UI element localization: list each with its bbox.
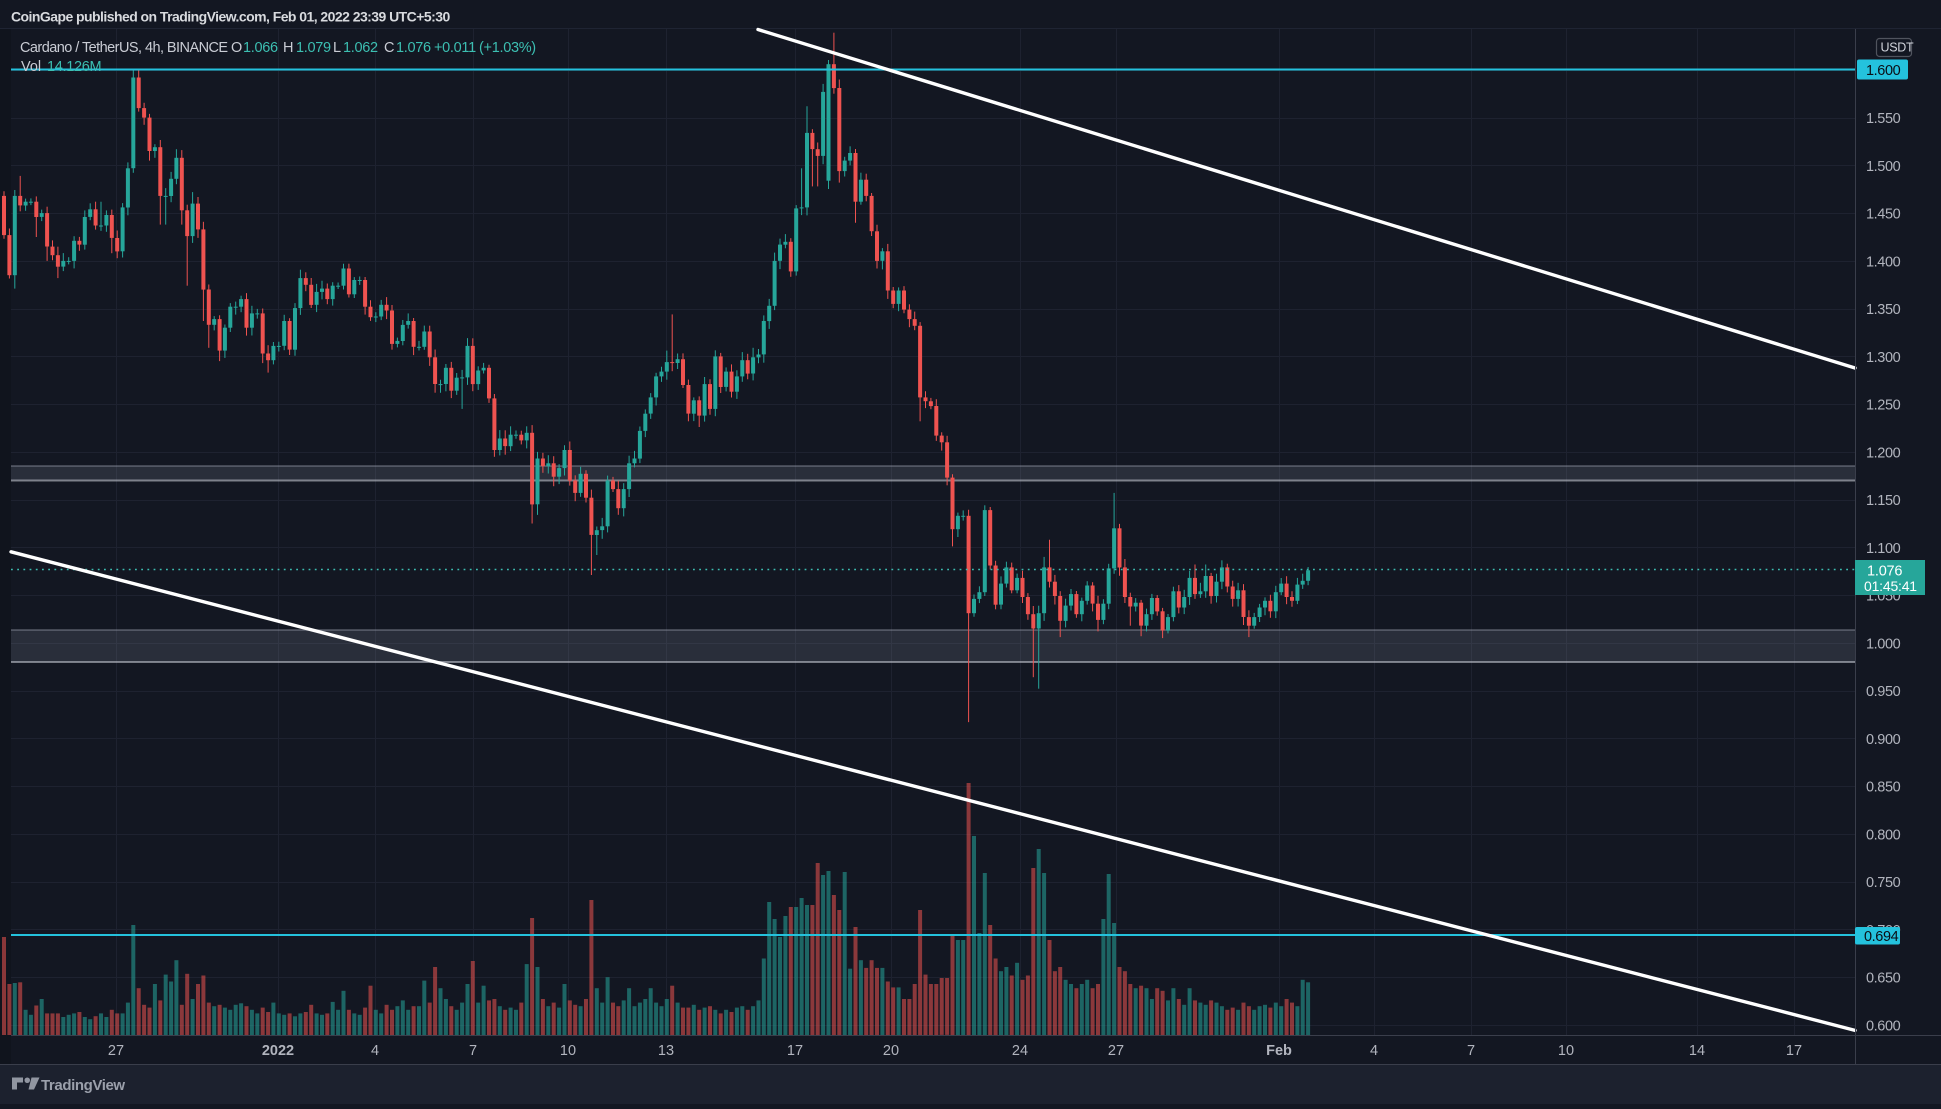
svg-text:2022: 2022 — [262, 1043, 294, 1059]
svg-text:1.200: 1.200 — [1866, 445, 1901, 461]
svg-text:1.450: 1.450 — [1866, 207, 1901, 223]
svg-text:0.750: 0.750 — [1866, 875, 1901, 891]
svg-text:Feb: Feb — [1266, 1043, 1292, 1059]
svg-text:O: O — [231, 40, 242, 56]
svg-text:1.100: 1.100 — [1866, 541, 1901, 557]
svg-text:7: 7 — [469, 1043, 477, 1059]
svg-text:13: 13 — [658, 1043, 674, 1059]
svg-text:Cardano / TetherUS, 4h, BINANC: Cardano / TetherUS, 4h, BINANCE — [20, 40, 228, 56]
svg-text:01:45:41: 01:45:41 — [1864, 578, 1917, 594]
svg-text:C: C — [384, 40, 394, 56]
svg-text:0.950: 0.950 — [1866, 684, 1901, 700]
svg-text:1.600: 1.600 — [1866, 63, 1901, 79]
svg-text:10: 10 — [560, 1043, 576, 1059]
svg-text:1.062: 1.062 — [343, 40, 378, 56]
svg-text:4: 4 — [1370, 1043, 1378, 1059]
svg-text:1.350: 1.350 — [1866, 302, 1901, 318]
svg-text:14: 14 — [1689, 1043, 1705, 1059]
svg-text:(+1.03%): (+1.03%) — [479, 40, 536, 56]
svg-text:0.694: 0.694 — [1864, 929, 1899, 945]
svg-text:CoinGape published on TradingV: CoinGape published on TradingView.com, F… — [11, 9, 450, 25]
svg-text:0.900: 0.900 — [1866, 732, 1901, 748]
svg-text:1.076: 1.076 — [1867, 564, 1902, 580]
svg-text:USDT: USDT — [1881, 41, 1914, 55]
svg-text:1.400: 1.400 — [1866, 254, 1901, 270]
svg-text:1.500: 1.500 — [1866, 159, 1901, 175]
svg-text:1.550: 1.550 — [1866, 111, 1901, 127]
svg-text:0.800: 0.800 — [1866, 827, 1901, 843]
svg-text:27: 27 — [108, 1043, 124, 1059]
svg-text:24: 24 — [1012, 1043, 1028, 1059]
svg-text:20: 20 — [883, 1043, 899, 1059]
svg-text:+0.011: +0.011 — [434, 40, 476, 56]
svg-text:TradingView: TradingView — [41, 1077, 125, 1094]
svg-text:7: 7 — [1467, 1043, 1475, 1059]
svg-text:1.079: 1.079 — [296, 40, 331, 56]
svg-text:14.126M: 14.126M — [47, 59, 101, 75]
svg-text:27: 27 — [1108, 1043, 1124, 1059]
svg-text:1.300: 1.300 — [1866, 350, 1901, 366]
svg-text:10: 10 — [1558, 1043, 1574, 1059]
svg-text:1.250: 1.250 — [1866, 398, 1901, 414]
svg-text:17: 17 — [1786, 1043, 1802, 1059]
svg-text:1.150: 1.150 — [1866, 493, 1901, 509]
svg-text:1.066: 1.066 — [243, 40, 278, 56]
svg-text:L: L — [333, 40, 341, 56]
svg-text:17: 17 — [787, 1043, 803, 1059]
svg-text:0.850: 0.850 — [1866, 780, 1901, 796]
svg-text:1.000: 1.000 — [1866, 636, 1901, 652]
svg-text:0.650: 0.650 — [1866, 971, 1901, 987]
svg-text:Vol: Vol — [21, 59, 41, 75]
svg-text:0.600: 0.600 — [1866, 1018, 1901, 1034]
svg-text:H: H — [283, 40, 293, 56]
svg-text:4: 4 — [371, 1043, 379, 1059]
svg-text:1.076: 1.076 — [396, 40, 431, 56]
